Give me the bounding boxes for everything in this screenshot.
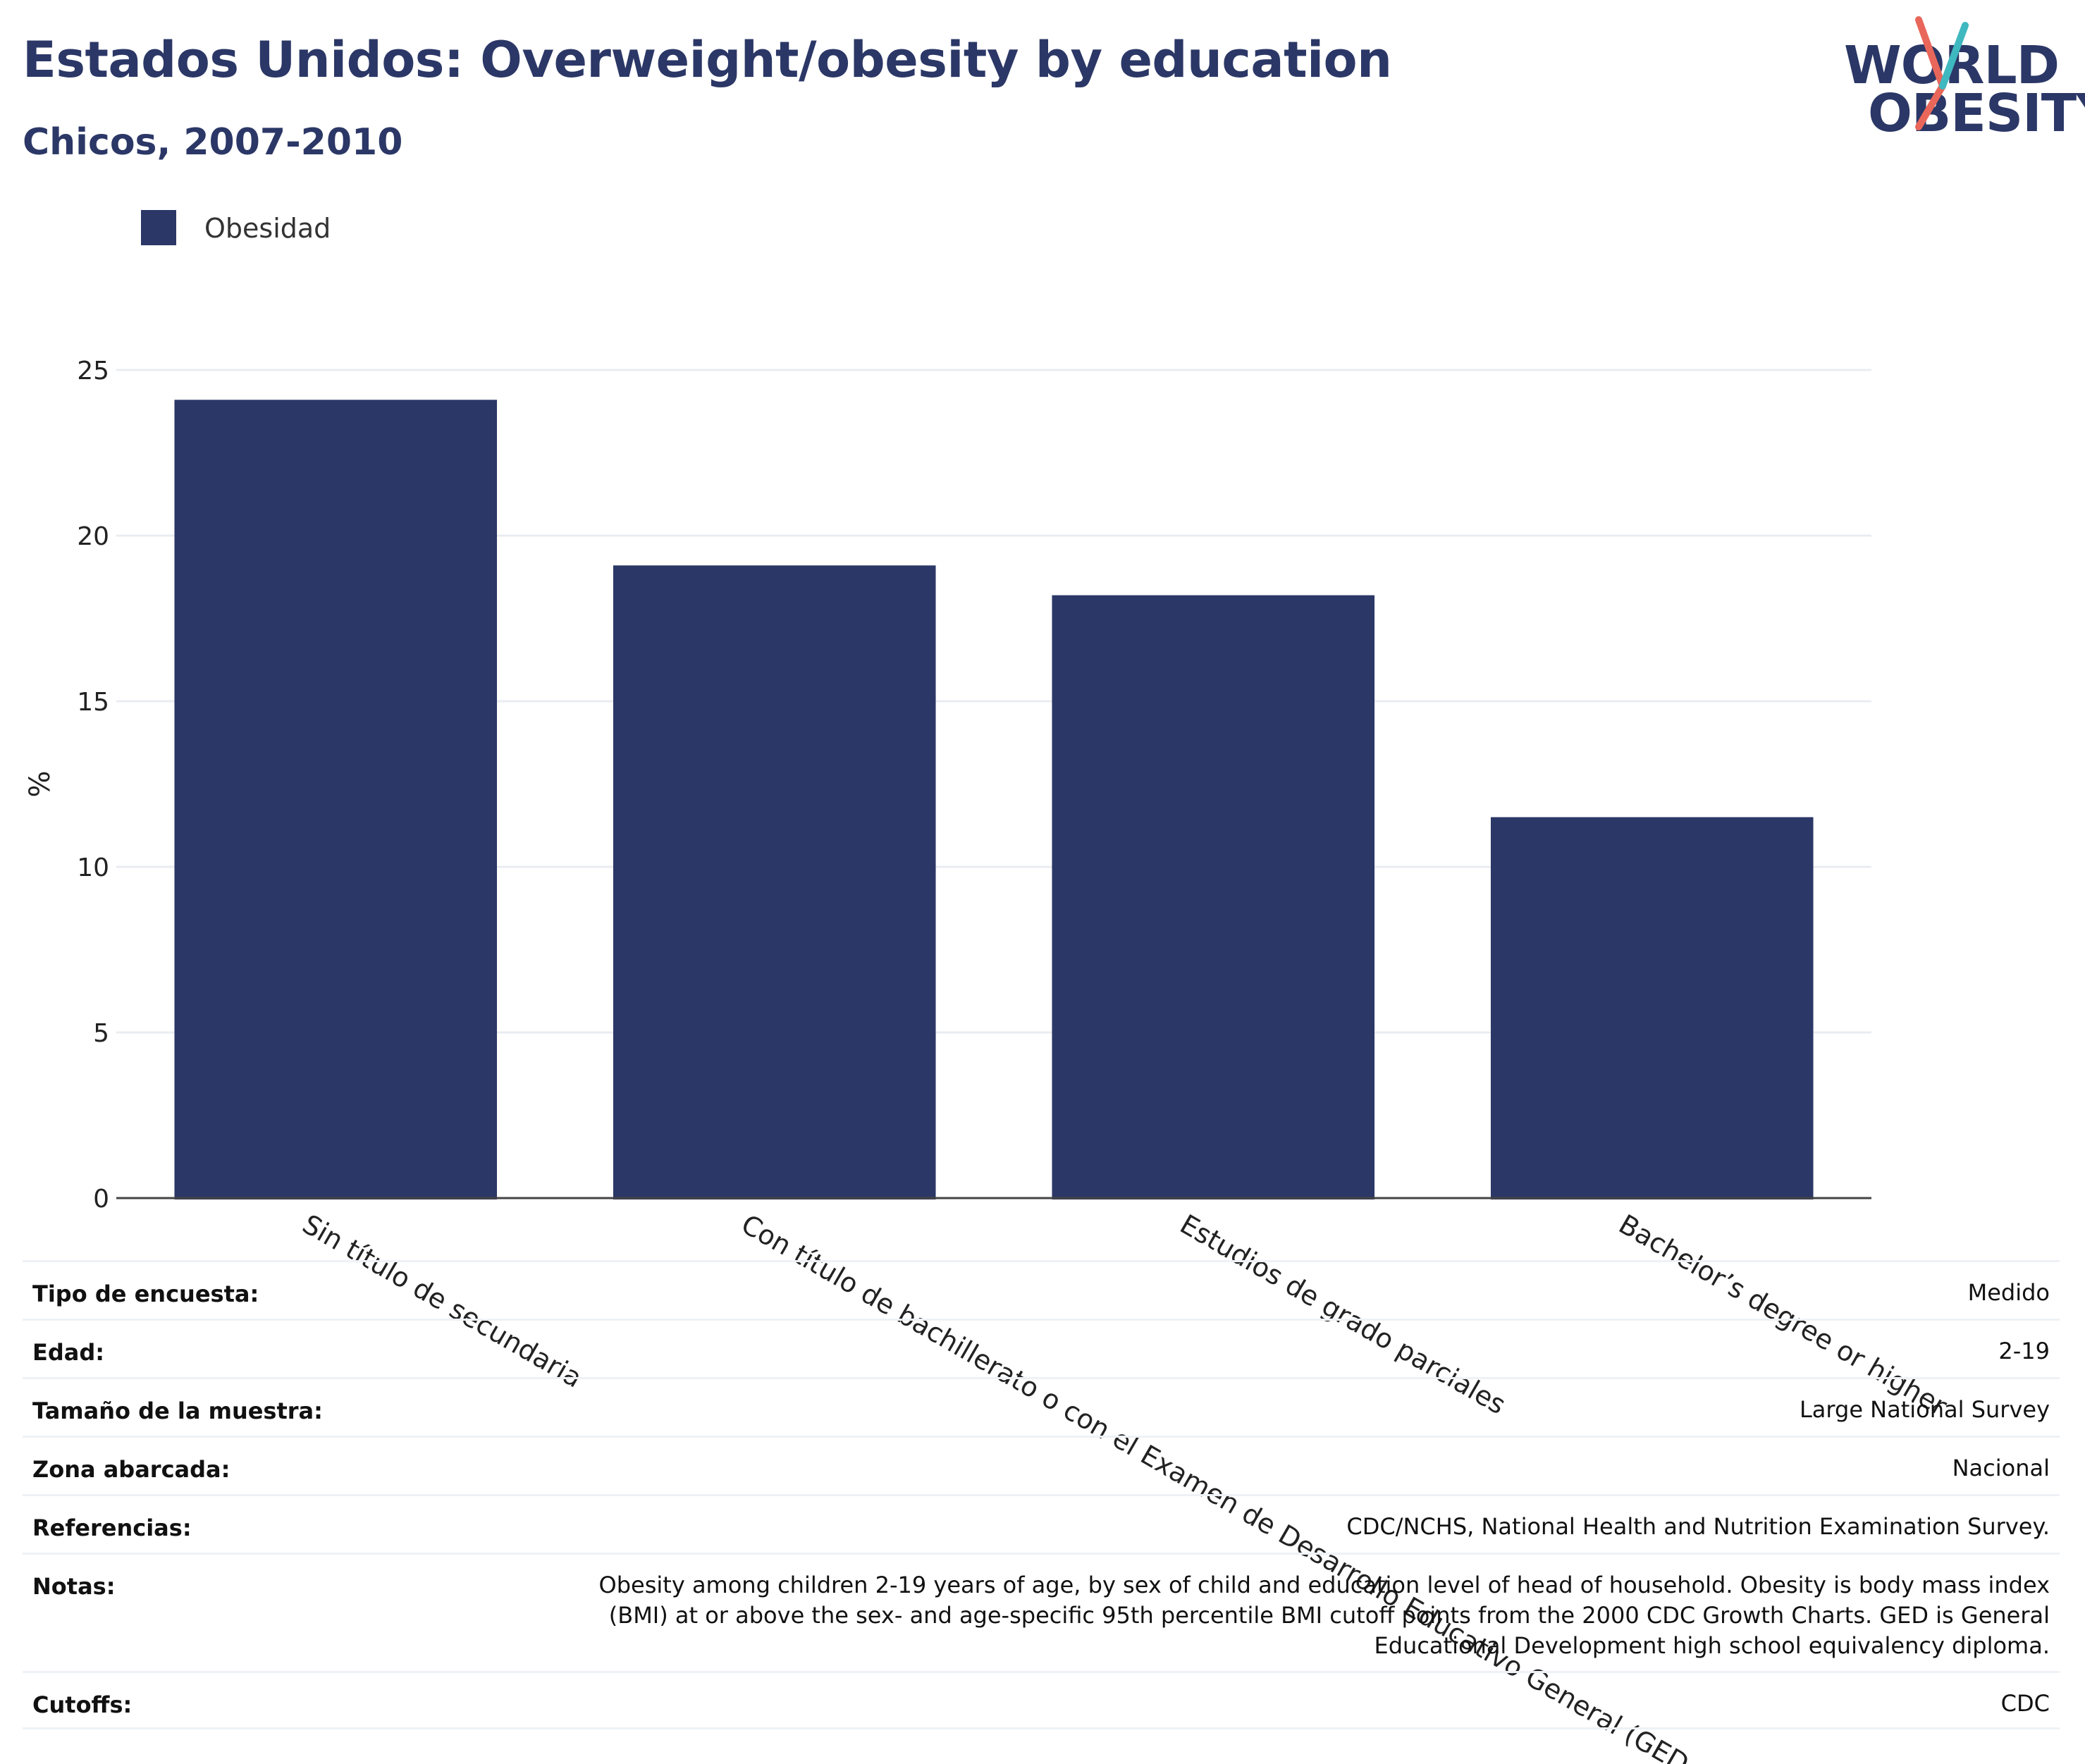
info-row-label: Zona abarcada: [32, 1456, 230, 1483]
y-tick-label: 25 [77, 357, 109, 386]
logo-word-obesity: OBESITY [1868, 83, 2085, 144]
info-row: Cutoffs: CDC [23, 1671, 2060, 1729]
info-row: Notas: Obesity among children 2-19 years … [23, 1553, 2060, 1671]
info-row-value: CDC/NCHS, National Health and Nutrition … [1346, 1513, 2050, 1540]
info-row: Referencias: CDC/NCHS, National Health an… [23, 1494, 2060, 1553]
y-axis-title: % [24, 770, 56, 797]
info-row: Tamaño de la muestra: Large National Surv… [23, 1377, 2060, 1436]
bar [174, 400, 498, 1199]
y-tick-label: 10 [77, 853, 109, 882]
y-tick-label: 20 [77, 522, 109, 551]
logo-slash-icon [1915, 16, 1969, 130]
info-row-value: CDC [2000, 1690, 2050, 1717]
info-row-value: Large National Survey [1799, 1396, 2050, 1423]
info-row-label: Referencias: [32, 1515, 192, 1541]
y-tick-label: 5 [93, 1019, 109, 1048]
chart-subtitle: Chicos, 2007-2010 [23, 121, 403, 164]
info-row-value: Nacional [1952, 1455, 2050, 1481]
y-tick-label: 0 [93, 1185, 109, 1214]
info-row-value: 2-19 [1998, 1338, 2050, 1364]
info-row-label: Tamaño de la muestra: [32, 1398, 323, 1424]
info-row-value: Medido [1967, 1279, 2050, 1306]
legend-label: Obesidad [204, 213, 331, 244]
chart-title: Estados Unidos: Overweight/obesity by ed… [23, 31, 1392, 89]
info-row-label: Tipo de encuesta: [32, 1281, 259, 1307]
legend-swatch [141, 210, 176, 245]
info-row-label: Edad: [32, 1339, 105, 1366]
bar [1490, 817, 1814, 1199]
info-row-value: Obesity among children 2-19 years of age… [598, 1572, 2050, 1659]
bar [613, 565, 936, 1199]
info-row: Edad: 2-19 [23, 1319, 2060, 1377]
info-row: Zona abarcada: Nacional [23, 1436, 2060, 1494]
info-row-label: Cutoffs: [32, 1691, 133, 1718]
bar [1052, 595, 1375, 1199]
info-row-label: Notas: [32, 1573, 116, 1600]
y-tick-label: 15 [77, 688, 109, 717]
world-obesity-logo: WORLD OBESITY [1840, 16, 2085, 147]
info-table: Tipo de encuesta: Medido Edad: 2-19 Tamaño d… [23, 1260, 2060, 1729]
info-row: Tipo de encuesta: Medido [23, 1260, 2060, 1319]
